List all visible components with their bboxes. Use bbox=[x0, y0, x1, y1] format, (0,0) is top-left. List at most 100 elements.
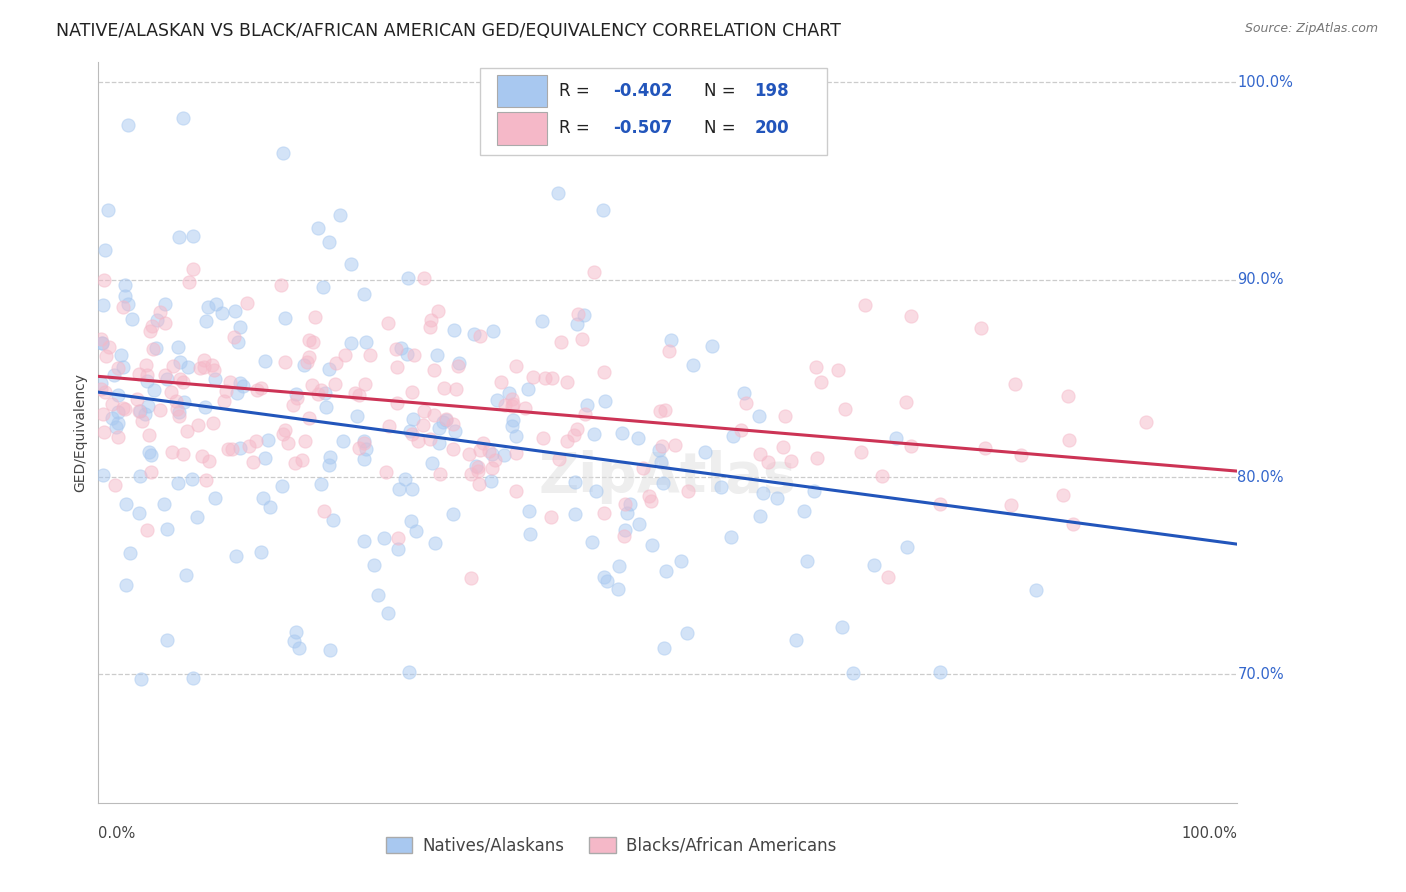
Text: -0.507: -0.507 bbox=[613, 120, 672, 137]
Point bbox=[567, 307, 589, 321]
Point bbox=[142, 342, 165, 356]
Point bbox=[91, 335, 114, 350]
Point bbox=[756, 455, 779, 469]
Point bbox=[107, 361, 129, 376]
Point bbox=[505, 483, 527, 498]
Point bbox=[146, 313, 169, 327]
Point bbox=[501, 400, 523, 414]
Point bbox=[204, 491, 226, 505]
Point bbox=[145, 342, 167, 356]
Point bbox=[793, 504, 815, 518]
Point bbox=[467, 464, 489, 478]
Point bbox=[167, 340, 190, 354]
Point bbox=[447, 359, 470, 373]
Point bbox=[285, 391, 308, 405]
Point bbox=[772, 440, 794, 454]
Point bbox=[419, 313, 441, 327]
Point bbox=[641, 538, 664, 552]
Point bbox=[172, 111, 194, 125]
Point bbox=[659, 334, 682, 348]
Point bbox=[401, 385, 423, 400]
Point bbox=[347, 442, 370, 456]
Point bbox=[284, 624, 307, 639]
Point bbox=[851, 444, 873, 458]
Point bbox=[427, 435, 450, 450]
Point bbox=[160, 445, 183, 459]
Point bbox=[169, 372, 191, 386]
Point bbox=[323, 376, 346, 391]
Point bbox=[749, 447, 772, 461]
Point bbox=[229, 376, 252, 390]
Legend: Natives/Alaskans, Blacks/African Americans: Natives/Alaskans, Blacks/African America… bbox=[378, 830, 844, 861]
Point bbox=[298, 333, 321, 347]
Point bbox=[128, 468, 150, 483]
Point bbox=[441, 417, 464, 431]
Point bbox=[104, 477, 127, 491]
Point bbox=[153, 297, 176, 311]
Point bbox=[242, 455, 264, 469]
Point bbox=[174, 568, 197, 582]
Point bbox=[135, 359, 157, 373]
Point bbox=[340, 257, 363, 271]
Point bbox=[193, 360, 215, 375]
Point bbox=[425, 536, 447, 550]
Text: N =: N = bbox=[704, 120, 741, 137]
Point bbox=[111, 401, 134, 416]
Point bbox=[346, 409, 368, 424]
Point bbox=[505, 446, 527, 460]
Point bbox=[90, 332, 112, 346]
Point bbox=[1062, 516, 1084, 531]
Point bbox=[387, 542, 409, 557]
Point bbox=[353, 452, 375, 467]
Point bbox=[564, 427, 586, 442]
Point bbox=[481, 460, 503, 475]
Text: NATIVE/ALASKAN VS BLACK/AFRICAN AMERICAN GED/EQUIVALENCY CORRELATION CHART: NATIVE/ALASKAN VS BLACK/AFRICAN AMERICAN… bbox=[56, 22, 841, 40]
Point bbox=[373, 532, 395, 546]
Point bbox=[115, 578, 138, 592]
Point bbox=[485, 392, 508, 407]
Point bbox=[388, 482, 411, 496]
Point bbox=[202, 362, 225, 376]
Point bbox=[197, 300, 219, 314]
Point bbox=[107, 404, 129, 418]
Point bbox=[502, 413, 524, 427]
Point bbox=[191, 449, 214, 463]
Point bbox=[505, 429, 527, 443]
Point bbox=[614, 496, 637, 510]
Point bbox=[202, 416, 225, 430]
Text: R =: R = bbox=[558, 82, 595, 100]
Point bbox=[153, 368, 176, 383]
Point bbox=[344, 386, 367, 401]
Point bbox=[775, 409, 797, 423]
Point bbox=[98, 340, 121, 354]
Point bbox=[101, 397, 124, 411]
Point bbox=[582, 427, 605, 442]
Point bbox=[627, 517, 650, 532]
Point bbox=[205, 297, 228, 311]
Point bbox=[89, 376, 111, 390]
Point bbox=[232, 378, 254, 392]
Point bbox=[395, 347, 418, 361]
Point bbox=[117, 297, 139, 311]
Point bbox=[1052, 488, 1074, 502]
Point bbox=[484, 453, 506, 467]
Point bbox=[353, 287, 375, 301]
Point bbox=[571, 332, 593, 346]
Point bbox=[471, 436, 494, 450]
Point bbox=[176, 359, 198, 374]
Point bbox=[785, 632, 807, 647]
Point bbox=[93, 244, 115, 258]
Point bbox=[290, 453, 312, 467]
Point bbox=[377, 606, 399, 620]
Point bbox=[374, 465, 396, 479]
Point bbox=[359, 348, 381, 362]
Point bbox=[398, 665, 420, 679]
Point bbox=[105, 420, 128, 434]
Point bbox=[682, 359, 704, 373]
Point bbox=[180, 472, 202, 486]
Point bbox=[333, 348, 356, 362]
Point bbox=[128, 404, 150, 418]
Point bbox=[803, 483, 825, 498]
Point bbox=[489, 376, 512, 390]
Point bbox=[492, 448, 515, 462]
